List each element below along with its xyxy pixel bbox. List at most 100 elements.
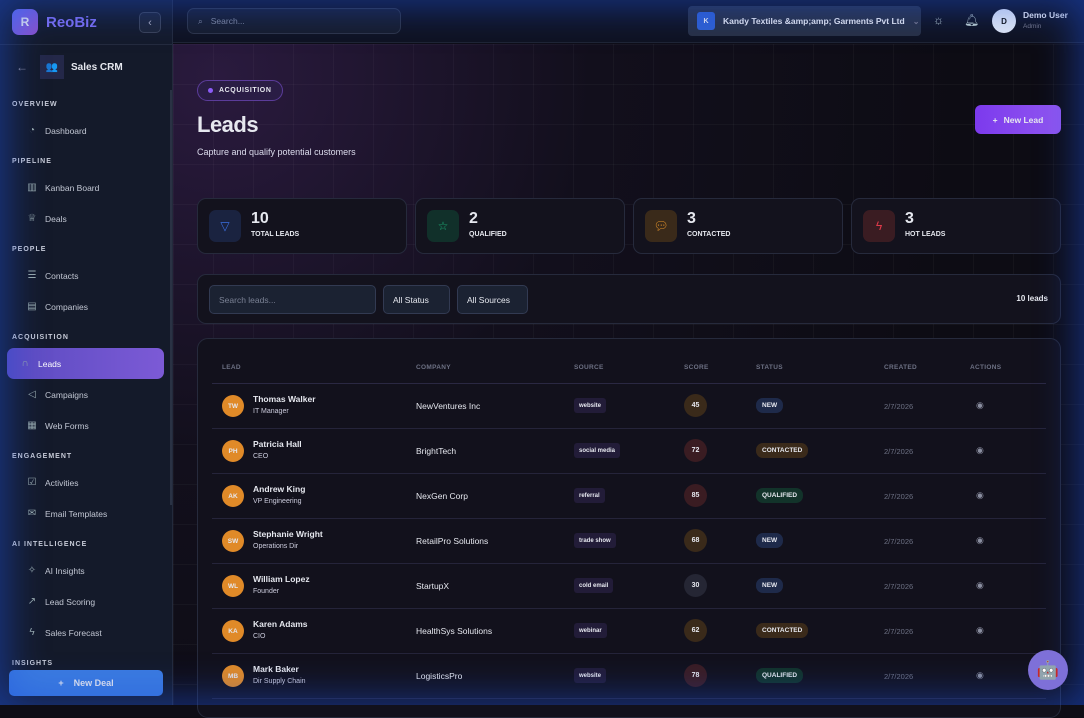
score-badge: 45 (684, 394, 707, 417)
sidebar-section-title: ENGAGEMENT (12, 453, 73, 460)
sidebar-item-activities[interactable]: ☑ Activities (7, 467, 164, 498)
view-eye-icon[interactable]: ◉ (976, 670, 984, 680)
sidebar-item-label: Contacts (45, 270, 79, 281)
lead-avatar: WL (222, 575, 244, 597)
created-date: 2/7/2026 (884, 627, 914, 636)
table-row[interactable]: TW Thomas Walker IT Manager NewVentures … (212, 384, 1046, 429)
plus-icon: + (58, 678, 64, 688)
lead-name[interactable]: Andrew King (253, 484, 306, 494)
view-eye-icon[interactable]: ◉ (976, 625, 984, 635)
chart-line-icon: ↗ (27, 596, 37, 607)
sidebar-item-dashboard[interactable]: ◔ Dashboard (7, 115, 164, 146)
theme-toggle-sun-icon[interactable]: ☼ (933, 13, 944, 27)
table-row[interactable]: WL William Lopez Founder StartupX cold e… (212, 564, 1046, 609)
sidebar-item-lead-scoring[interactable]: ↗ Lead Scoring (7, 586, 164, 617)
module-name: Sales CRM (71, 61, 123, 73)
stat-label: TOTAL LEADS (251, 231, 300, 238)
lead-count: 10 leads (1016, 294, 1048, 303)
plus-icon: + (992, 114, 998, 125)
sidebar-item-label: Leads (38, 358, 62, 369)
sidebar-item-sales-forecast[interactable]: ϟ Sales Forecast (7, 617, 164, 648)
stat-label: QUALIFIED (469, 231, 507, 238)
table-row[interactable]: MB Mark Baker Dir Supply Chain Logistics… (212, 654, 1046, 699)
lead-company: LogisticsPro (416, 671, 463, 681)
stat-value: 2 (469, 210, 478, 227)
sidebar-scrollbar[interactable] (170, 90, 172, 505)
sidebar-section-title: PIPELINE (12, 158, 52, 165)
table-row[interactable]: KA Karen Adams CIO HealthSys Solutions w… (212, 609, 1046, 654)
ai-assistant-robot-icon[interactable]: 🤖 (1028, 650, 1068, 690)
lead-avatar: AK (222, 485, 244, 507)
created-date: 2/7/2026 (884, 492, 914, 501)
lead-avatar: KA (222, 620, 244, 642)
status-badge: QUALIFIED (756, 488, 804, 503)
user-name: Demo User (1023, 10, 1068, 20)
stat-card: ϟ 3 HOT LEADS (851, 198, 1061, 254)
lead-avatar: TW (222, 395, 244, 417)
table-row[interactable]: AK Andrew King VP Engineering NexGen Cor… (212, 474, 1046, 519)
view-eye-icon[interactable]: ◉ (976, 490, 984, 500)
column-header: CREATED (884, 364, 918, 371)
chevron-down-icon: ⌄ (912, 16, 920, 26)
lead-name[interactable]: Patricia Hall (253, 439, 302, 449)
sidebar-item-kanban-board[interactable]: ▥ Kanban Board (7, 172, 164, 203)
sidebar-item-deals[interactable]: ♕ Deals (7, 203, 164, 234)
status-filter-select[interactable]: All Status (383, 285, 450, 314)
sparkles-icon: ✧ (27, 565, 37, 576)
lead-title: CEO (253, 453, 269, 460)
lead-name[interactable]: Stephanie Wright (253, 529, 323, 539)
sidebar-item-leads[interactable]: ∩ Leads (7, 348, 164, 379)
table-row[interactable]: PH Patricia Hall CEO BrightTech social m… (212, 429, 1046, 474)
lead-avatar: SW (222, 530, 244, 552)
sidebar-item-label: Kanban Board (45, 182, 100, 193)
brand-name: ReoBiz (46, 13, 97, 31)
stat-label: CONTACTED (687, 231, 731, 238)
lead-name[interactable]: Karen Adams (253, 619, 308, 629)
bell-icon[interactable]: 🔔︎ (964, 13, 980, 27)
view-eye-icon[interactable]: ◉ (976, 445, 984, 455)
sidebar-item-label: AI Insights (45, 565, 85, 576)
sidebar-item-email-templates[interactable]: ✉ Email Templates (7, 498, 164, 529)
status-badge: NEW (756, 398, 784, 413)
column-header: COMPANY (416, 364, 451, 371)
status-badge: QUALIFIED (756, 668, 804, 683)
organization-selector[interactable]: K Kandy Textiles &amp;amp; Garments Pvt L… (688, 6, 921, 36)
sidebar-item-ai-insights[interactable]: ✧ AI Insights (7, 555, 164, 586)
user-avatar[interactable]: D (992, 9, 1016, 33)
lead-name[interactable]: William Lopez (253, 574, 310, 584)
stat-card: ☆ 2 QUALIFIED (415, 198, 625, 254)
score-badge: 78 (684, 664, 707, 687)
global-search-input[interactable]: ⌕ Search... (187, 8, 401, 34)
lead-company: NexGen Corp (416, 491, 468, 501)
bolt-icon: ϟ (863, 210, 895, 242)
sidebar-item-label: Dashboard (45, 125, 87, 136)
lead-title: IT Manager (253, 408, 289, 415)
org-avatar: K (697, 12, 715, 30)
new-deal-button[interactable]: + New Deal (9, 670, 163, 696)
view-eye-icon[interactable]: ◉ (976, 535, 984, 545)
stat-card: 💬︎ 3 CONTACTED (633, 198, 843, 254)
view-eye-icon[interactable]: ◉ (976, 580, 984, 590)
lead-company: HealthSys Solutions (416, 626, 493, 636)
sidebar-item-campaigns[interactable]: ◁ Campaigns (7, 379, 164, 410)
lead-name[interactable]: Mark Baker (253, 664, 299, 674)
back-arrow-icon[interactable]: ← (16, 60, 28, 74)
new-lead-button[interactable]: + New Lead (975, 105, 1061, 134)
lead-search-input[interactable]: Search leads... (209, 285, 376, 314)
new-deal-label: New Deal (73, 678, 114, 688)
score-badge: 68 (684, 529, 707, 552)
collapse-sidebar-button[interactable]: ‹ (139, 12, 161, 33)
sidebar-item-contacts[interactable]: ☰ Contacts (7, 260, 164, 291)
sidebar-item-web-forms[interactable]: ▦ Web Forms (7, 410, 164, 441)
view-eye-icon[interactable]: ◉ (976, 400, 984, 410)
table-row[interactable]: SW Stephanie Wright Operations Dir Retai… (212, 519, 1046, 564)
module-header: ← 👥 Sales CRM (0, 45, 172, 89)
lead-name[interactable]: Thomas Walker (253, 394, 316, 404)
badge-label: ACQUISITION (219, 87, 272, 94)
source-filter-select[interactable]: All Sources (457, 285, 528, 314)
leads-table: LEAD COMPANY SOURCE SCORE STATUS CREATED ACTIO… (197, 338, 1061, 718)
sidebar-item-companies[interactable]: ▤ Companies (7, 291, 164, 322)
page-subtitle: Capture and qualify potential customers (197, 147, 356, 157)
column-header: LEAD (222, 364, 241, 371)
column-header: SOURCE (574, 364, 604, 371)
